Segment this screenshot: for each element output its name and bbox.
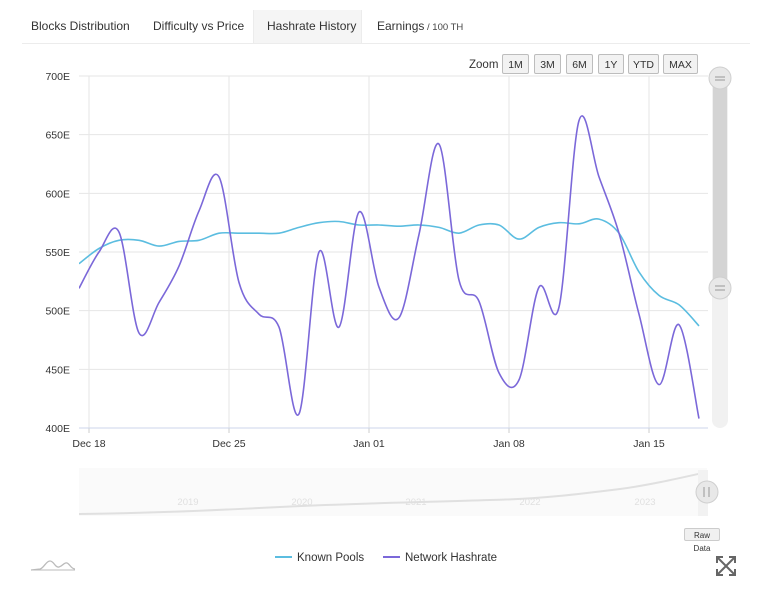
x-axis: Dec 18 Dec 25 Jan 01 Jan 08 Jan 15 — [72, 427, 708, 450]
tab-earnings[interactable]: Earnings / 100 TH — [377, 19, 464, 33]
navigator-series-line — [78, 471, 708, 515]
x-tick-label: Jan 15 — [633, 438, 665, 450]
navigator-background — [79, 468, 707, 516]
navigator-year-label: 2022 — [519, 497, 540, 508]
scrollbar-top-handle[interactable] — [708, 66, 732, 90]
x-tick-label: Dec 25 — [212, 438, 245, 450]
series-group — [79, 115, 700, 419]
tab-earnings-suffix: / 100 TH — [424, 22, 464, 33]
x-tick-label: Dec 18 — [72, 438, 105, 450]
y-axis: 400E 450E 500E 550E 600E 650E 700E — [45, 71, 70, 435]
y-tick-label: 650E — [45, 130, 70, 142]
tab-bar: Blocks Distribution Difficulty vs Price … — [22, 10, 750, 44]
grid-lines — [79, 75, 708, 429]
tab-difficulty-vs-price[interactable]: Difficulty vs Price — [153, 19, 245, 33]
y-tick-label: 500E — [45, 306, 70, 318]
zoom-ytd-button[interactable]: YTD — [628, 54, 659, 74]
network-hashrate-line — [79, 115, 700, 419]
legend-network-hashrate[interactable]: Network Hashrate — [383, 551, 497, 565]
y-tick-label: 600E — [45, 188, 70, 200]
zoom-1m-button[interactable]: 1M — [502, 54, 529, 74]
navigator-year-label: 2020 — [291, 497, 312, 508]
navigator-year-label: 2019 — [177, 497, 198, 508]
y-tick-label: 550E — [45, 247, 70, 259]
navigator-year-label: 2023 — [634, 497, 655, 508]
navigator[interactable]: 2019 2020 2021 2022 2023 — [78, 468, 719, 516]
expand-icon[interactable] — [716, 556, 736, 576]
y-tick-label: 400E — [45, 423, 70, 435]
zoom-max-button[interactable]: MAX — [663, 54, 698, 74]
x-tick-label: Jan 01 — [353, 438, 385, 450]
legend-swatch-network-hashrate — [383, 555, 400, 558]
zoom-3m-button[interactable]: 3M — [534, 54, 561, 74]
known-pools-line — [79, 218, 700, 327]
sparkline-logo-icon — [30, 560, 76, 571]
legend-label-network-hashrate: Network Hashrate — [405, 552, 498, 564]
y-tick-label: 700E — [45, 71, 70, 83]
tab-blocks-distribution[interactable]: Blocks Distribution — [31, 19, 130, 33]
legend-known-pools[interactable]: Known Pools — [275, 551, 364, 565]
zoom-label: Zoom — [469, 59, 499, 71]
vertical-scrollbar[interactable] — [708, 66, 732, 428]
scrollbar-bottom-handle[interactable] — [708, 276, 732, 300]
navigator-handle[interactable] — [695, 480, 719, 504]
raw-data-button[interactable]: Raw Data — [684, 528, 720, 553]
scrollbar-thumb[interactable] — [713, 76, 727, 288]
legend-label-known-pools: Known Pools — [297, 552, 365, 564]
zoom-6m-button[interactable]: 6M — [566, 54, 593, 74]
tab-hashrate-history[interactable]: Hashrate History — [253, 10, 362, 43]
legend-swatch-known-pools — [275, 555, 292, 558]
y-tick-label: 450E — [45, 364, 70, 376]
zoom-1y-button[interactable]: 1Y — [598, 54, 624, 74]
x-tick-label: Jan 08 — [493, 438, 525, 450]
